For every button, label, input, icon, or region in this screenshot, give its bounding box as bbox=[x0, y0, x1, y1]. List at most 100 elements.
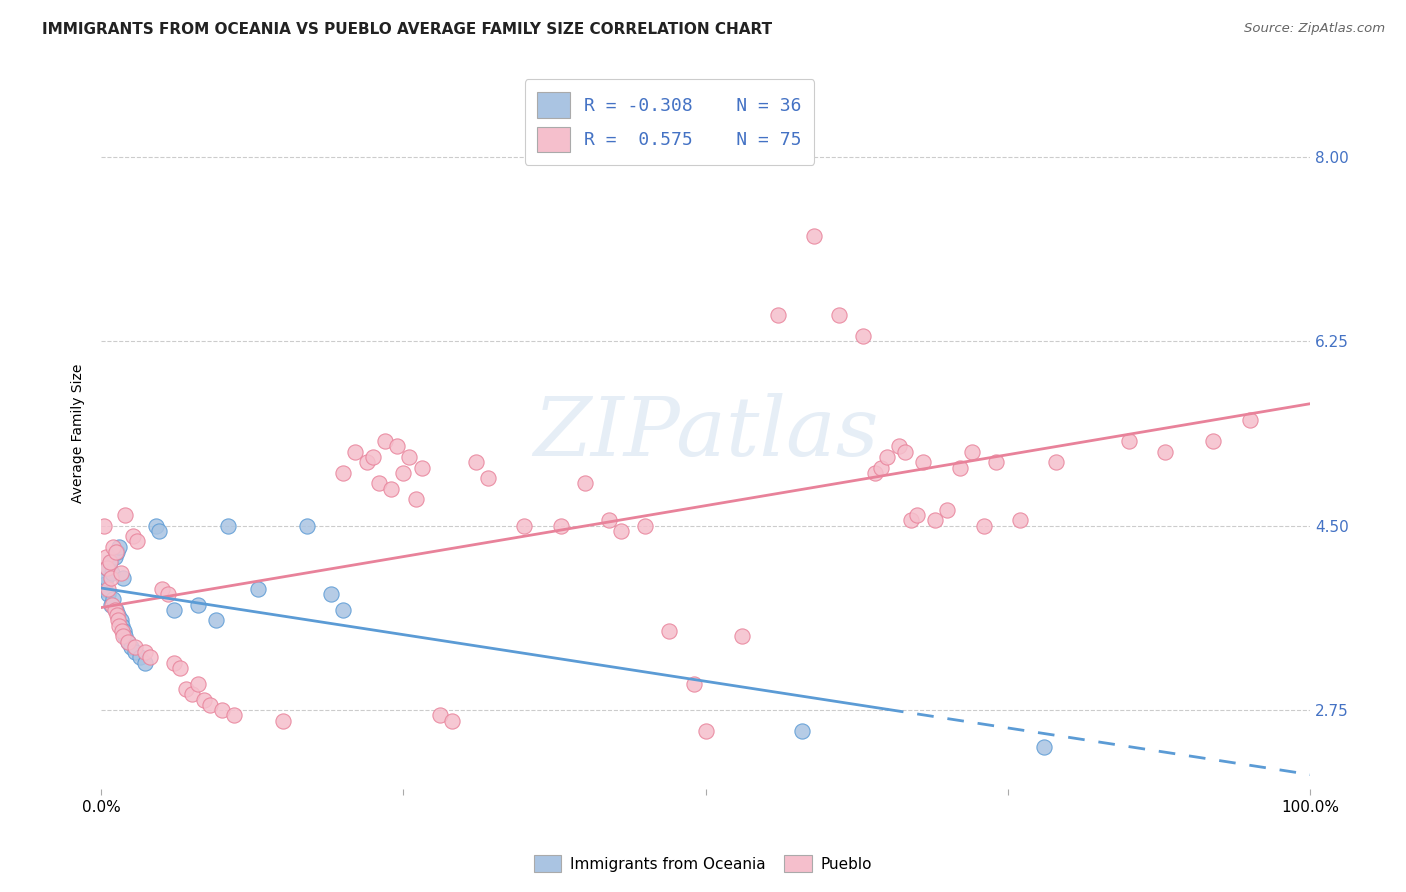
Point bbox=[103, 603, 125, 617]
Point bbox=[145, 518, 167, 533]
Point bbox=[107, 608, 129, 623]
Point bbox=[134, 656, 156, 670]
Point bbox=[361, 450, 384, 464]
Point bbox=[187, 676, 209, 690]
Point bbox=[887, 440, 910, 454]
Point bbox=[1202, 434, 1225, 449]
Point bbox=[105, 545, 128, 559]
Point bbox=[332, 603, 354, 617]
Point bbox=[1154, 444, 1177, 458]
Point bbox=[550, 518, 572, 533]
Point bbox=[380, 482, 402, 496]
Point bbox=[100, 571, 122, 585]
Point bbox=[117, 634, 139, 648]
Point bbox=[271, 714, 294, 728]
Point bbox=[148, 524, 170, 538]
Point bbox=[205, 614, 228, 628]
Point bbox=[682, 676, 704, 690]
Point bbox=[101, 566, 124, 580]
Point bbox=[477, 471, 499, 485]
Point bbox=[187, 598, 209, 612]
Point bbox=[107, 614, 129, 628]
Point bbox=[465, 455, 488, 469]
Legend: Immigrants from Oceania, Pueblo: Immigrants from Oceania, Pueblo bbox=[526, 847, 880, 880]
Point bbox=[440, 714, 463, 728]
Point bbox=[984, 455, 1007, 469]
Point bbox=[174, 681, 197, 696]
Point bbox=[108, 618, 131, 632]
Point bbox=[103, 540, 125, 554]
Point bbox=[344, 444, 367, 458]
Point bbox=[100, 598, 122, 612]
Point bbox=[97, 587, 120, 601]
Point bbox=[319, 587, 342, 601]
Point bbox=[128, 650, 150, 665]
Point bbox=[111, 571, 134, 585]
Point bbox=[169, 661, 191, 675]
Text: IMMIGRANTS FROM OCEANIA VS PUEBLO AVERAGE FAMILY SIZE CORRELATION CHART: IMMIGRANTS FROM OCEANIA VS PUEBLO AVERAG… bbox=[42, 22, 772, 37]
Point bbox=[94, 550, 117, 565]
Point bbox=[134, 645, 156, 659]
Point bbox=[295, 518, 318, 533]
Point bbox=[731, 629, 754, 643]
Text: ZIPatlas: ZIPatlas bbox=[533, 393, 879, 474]
Point bbox=[211, 703, 233, 717]
Point bbox=[398, 450, 420, 464]
Point bbox=[1008, 513, 1031, 527]
Point bbox=[905, 508, 928, 522]
Point bbox=[124, 640, 146, 654]
Point bbox=[127, 534, 149, 549]
Point bbox=[104, 603, 127, 617]
Point bbox=[405, 492, 427, 507]
Point bbox=[150, 582, 173, 596]
Y-axis label: Average Family Size: Average Family Size bbox=[72, 364, 86, 503]
Point bbox=[247, 582, 270, 596]
Point bbox=[120, 640, 142, 654]
Point bbox=[598, 513, 620, 527]
Point bbox=[894, 444, 917, 458]
Point bbox=[1045, 455, 1067, 469]
Point bbox=[112, 624, 135, 638]
Point bbox=[658, 624, 681, 638]
Point bbox=[114, 508, 136, 522]
Point bbox=[392, 466, 415, 480]
Point bbox=[792, 724, 814, 739]
Point bbox=[98, 556, 121, 570]
Point bbox=[863, 466, 886, 480]
Point bbox=[852, 328, 875, 343]
Text: Source: ZipAtlas.com: Source: ZipAtlas.com bbox=[1244, 22, 1385, 36]
Point bbox=[429, 708, 451, 723]
Point bbox=[114, 629, 136, 643]
Point bbox=[924, 513, 946, 527]
Point bbox=[108, 540, 131, 554]
Point bbox=[94, 571, 117, 585]
Point bbox=[103, 592, 125, 607]
Point bbox=[117, 634, 139, 648]
Point bbox=[97, 582, 120, 596]
Point bbox=[870, 460, 893, 475]
Point bbox=[900, 513, 922, 527]
Point bbox=[193, 692, 215, 706]
Point bbox=[156, 587, 179, 601]
Point bbox=[96, 560, 118, 574]
Point bbox=[912, 455, 935, 469]
Point bbox=[110, 614, 132, 628]
Point bbox=[93, 518, 115, 533]
Point bbox=[93, 582, 115, 596]
Legend: R = -0.308    N = 36, R =  0.575    N = 75: R = -0.308 N = 36, R = 0.575 N = 75 bbox=[524, 79, 814, 165]
Point bbox=[1033, 739, 1056, 754]
Point bbox=[374, 434, 396, 449]
Point bbox=[111, 618, 134, 632]
Point bbox=[1118, 434, 1140, 449]
Point bbox=[411, 460, 433, 475]
Point bbox=[180, 687, 202, 701]
Point bbox=[110, 566, 132, 580]
Point bbox=[803, 228, 825, 243]
Point bbox=[94, 576, 117, 591]
Point bbox=[876, 450, 898, 464]
Point bbox=[217, 518, 239, 533]
Point bbox=[103, 550, 125, 565]
Point bbox=[332, 466, 354, 480]
Point bbox=[634, 518, 657, 533]
Point bbox=[121, 529, 143, 543]
